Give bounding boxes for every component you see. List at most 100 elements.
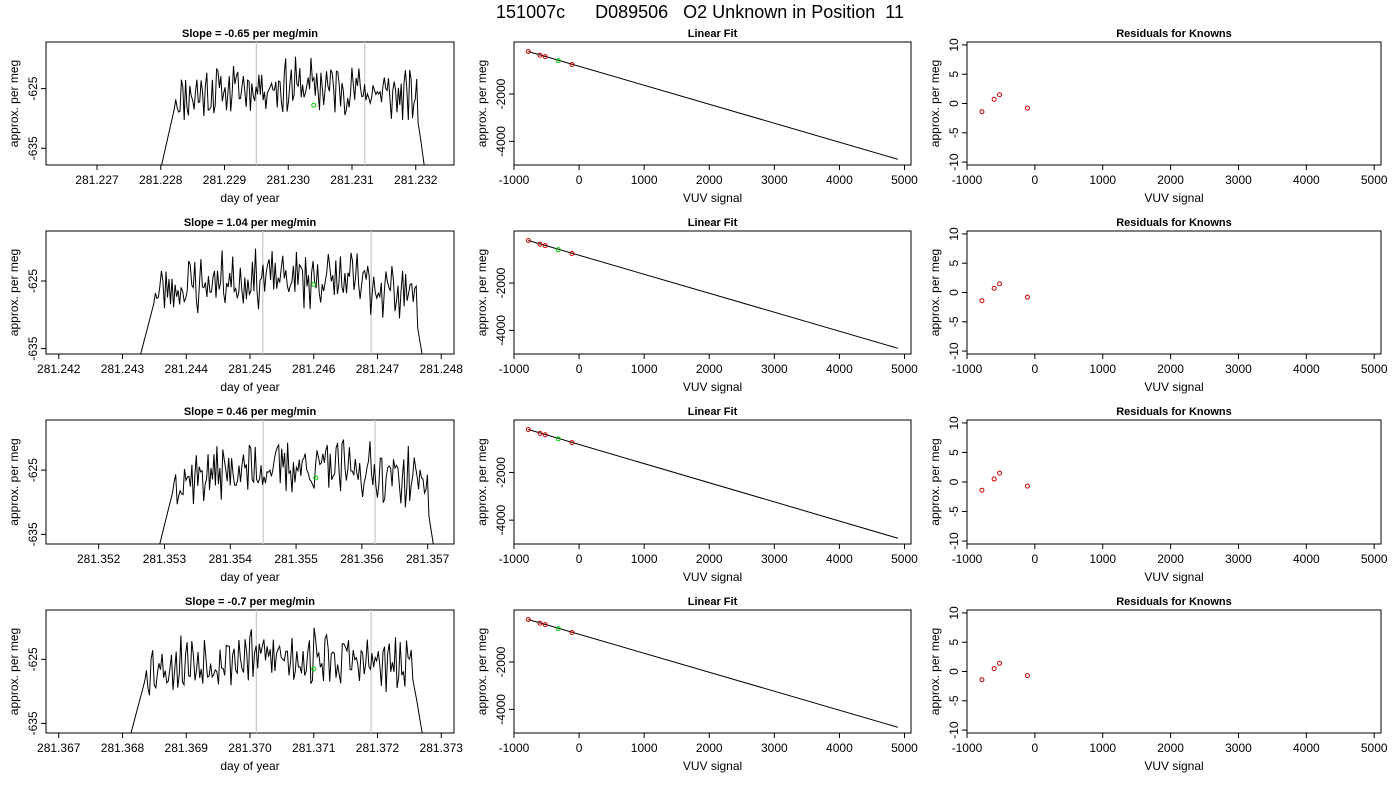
plot-area: [525, 427, 899, 539]
x-tick-label: 0: [1032, 741, 1039, 755]
x-tick-label: 3000: [1225, 741, 1252, 755]
panel-r3-time-series: Slope = 0.46 per meg/min 281.352 281.353 28…: [7, 406, 455, 584]
y-tick-label: -5: [947, 506, 961, 517]
known-point: [525, 616, 531, 622]
panel-title: Residuals for Knowns: [1116, 406, 1232, 418]
residual-point: [1024, 483, 1030, 489]
y-tick-label: -635: [26, 336, 40, 360]
x-tick-label: 281.367: [37, 741, 81, 755]
y-axis-label: approx. per meg: [7, 438, 21, 525]
x-tick-label: 5000: [891, 552, 918, 566]
x-tick-label: 4000: [1293, 173, 1320, 187]
plot-area: [159, 420, 434, 544]
y-tick-label: -2000: [494, 457, 508, 488]
panel-title: Linear Fit: [688, 217, 738, 229]
panel-title: Residuals for Knowns: [1116, 28, 1232, 40]
y-tick-label: -635: [26, 522, 40, 546]
x-tick-label: 0: [576, 362, 583, 376]
x-tick-label: 4000: [1293, 552, 1320, 566]
y-axis-label: approx. per meg: [928, 249, 942, 336]
residual-point: [991, 476, 997, 482]
known-point: [525, 427, 531, 433]
x-tick-label: 5000: [1361, 173, 1388, 187]
x-tick-label: 0: [1032, 552, 1039, 566]
plot-frame: [966, 419, 1382, 545]
x-tick-label: 4000: [1293, 362, 1320, 376]
y-axis-label: approx. per meg: [928, 60, 942, 147]
x-axis-label: VUV signal: [683, 570, 742, 584]
residual-point: [991, 666, 997, 672]
x-tick-label: 281.371: [292, 741, 336, 755]
known-point: [537, 241, 543, 247]
y-axis-label: approx. per meg: [928, 628, 942, 715]
plot-frame: [513, 419, 912, 545]
x-tick-label: 281.372: [356, 741, 400, 755]
y-tick-label: 0: [947, 478, 961, 485]
x-tick-label: -1000: [499, 552, 530, 566]
x-tick-label: 5000: [891, 173, 918, 187]
y-tick-label: -625: [26, 647, 40, 671]
x-tick-label: 281.355: [274, 552, 318, 566]
plot-frame: [45, 419, 455, 545]
x-tick-label: 2000: [1157, 741, 1184, 755]
x-tick-label: 281.370: [228, 741, 272, 755]
unknown-point: [555, 58, 561, 64]
x-tick-label: 281.232: [394, 173, 438, 187]
x-axis-label: VUV signal: [1144, 570, 1203, 584]
x-tick-label: 281.369: [165, 741, 209, 755]
plot-area: [525, 237, 899, 349]
plot-area: [525, 48, 899, 160]
x-tick-label: 2000: [1157, 173, 1184, 187]
plot-area: [525, 616, 899, 728]
x-tick-label: 281.231: [330, 173, 374, 187]
y-tick-label: 5: [947, 639, 961, 646]
x-axis-label: VUV signal: [1144, 759, 1203, 773]
known-point: [542, 54, 548, 60]
y-tick-label: -10: [947, 153, 961, 171]
data-trace: [159, 439, 434, 544]
x-tick-label: 281.245: [228, 362, 272, 376]
residual-point: [979, 487, 985, 493]
plot-area: [979, 281, 1030, 304]
panel-r1-linear-fit: Linear Fit -1000 0 1000 2000 3000 4000 5000 -200…: [475, 28, 918, 205]
panel-r3-linear-fit: Linear Fit -1000 0 1000 2000 3000 4000 5000 -200…: [475, 406, 918, 584]
x-tick-label: 1000: [631, 173, 658, 187]
y-axis-label: approx. per meg: [7, 628, 21, 715]
x-tick-label: 281.243: [101, 362, 145, 376]
y-tick-label: -635: [26, 136, 40, 160]
residual-point: [997, 660, 1003, 666]
y-tick-label: -4000: [494, 694, 508, 725]
x-tick-label: 5000: [1361, 552, 1388, 566]
y-tick-label: -10: [947, 532, 961, 550]
panel-title: Residuals for Knowns: [1116, 217, 1232, 229]
x-tick-label: 2000: [696, 173, 723, 187]
y-tick-label: 0: [947, 100, 961, 107]
panel-title: Linear Fit: [688, 28, 738, 40]
x-tick-label: 1000: [1089, 552, 1116, 566]
data-trace: [130, 627, 423, 733]
y-tick-label: -5: [947, 316, 961, 327]
x-tick-label: 3000: [1225, 173, 1252, 187]
y-tick-label: -625: [26, 269, 40, 293]
plot-frame: [45, 41, 455, 166]
data-trace: [161, 56, 425, 165]
y-tick-label: -10: [947, 721, 961, 739]
x-tick-label: 2000: [696, 552, 723, 566]
data-trace: [140, 248, 423, 354]
x-tick-label: 281.229: [203, 173, 247, 187]
known-point: [537, 430, 543, 436]
x-tick-label: 4000: [826, 173, 853, 187]
known-point: [569, 440, 575, 446]
y-tick-label: -5: [947, 695, 961, 706]
x-tick-label: 1000: [631, 362, 658, 376]
x-tick-label: 4000: [826, 741, 853, 755]
panel-r4-linear-fit: Linear Fit -1000 0 1000 2000 3000 4000 5000 -200…: [475, 596, 918, 773]
figure-title: 151007c D089506 O2 Unknown in Position 1…: [496, 2, 904, 22]
x-tick-label: 281.356: [340, 552, 384, 566]
residual-point: [997, 470, 1003, 476]
x-tick-label: 281.230: [267, 173, 311, 187]
y-tick-label: -635: [26, 711, 40, 735]
x-tick-label: 1000: [1089, 741, 1116, 755]
